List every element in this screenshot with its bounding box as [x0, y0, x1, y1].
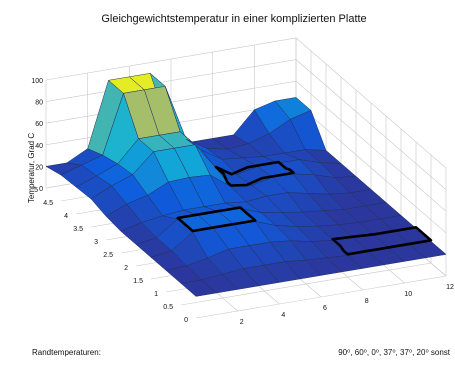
y-tick-label: 3	[94, 239, 98, 246]
z-tick-label: 100	[31, 78, 43, 85]
y-tick-label: 3.5	[73, 226, 83, 233]
temperature-surface	[45, 73, 447, 297]
y-tick-label: 4	[64, 213, 68, 220]
z-tick-label: 0	[39, 186, 43, 193]
z-tick-label: 40	[35, 143, 43, 150]
region-outline	[176, 206, 257, 233]
z-tick-label: 20	[35, 164, 43, 171]
z-axis-label: Temperatur, Grad C	[27, 133, 36, 203]
region-outline	[331, 226, 433, 256]
y-tick-label: 0	[184, 317, 188, 324]
region-outline	[214, 160, 295, 187]
chart-title: Gleichgewichtstemperatur in einer kompli…	[101, 13, 366, 25]
x-tick-label: 2	[240, 319, 244, 326]
boundary-label: Randtemperaturen:	[32, 348, 101, 357]
y-grid-line	[180, 155, 432, 306]
region-outlines	[176, 160, 433, 256]
y-tick-label: 1.5	[133, 278, 143, 285]
y-tick-label: 0.5	[163, 304, 173, 311]
z-tick-label: 60	[35, 121, 43, 128]
x-tick-label: 10	[404, 291, 412, 298]
y-tick-label: 2	[124, 265, 128, 272]
x-tick-label: 12	[446, 284, 454, 291]
y-tick-label: 2.5	[103, 252, 113, 259]
y-grid-line	[195, 168, 447, 319]
y-tick-label: 1	[154, 291, 158, 298]
z-tick-label: 80	[35, 100, 43, 107]
x-tick-label: 4	[281, 312, 285, 319]
boundary-values: 90⁰, 60⁰, 0⁰, 37⁰, 37⁰, 20⁰ sonst	[338, 348, 451, 357]
y-tick-label: 5	[34, 187, 38, 194]
x-tick-label: 8	[365, 298, 369, 305]
y-tick-label: 4.5	[43, 200, 53, 207]
x-tick-label: 6	[323, 305, 327, 312]
